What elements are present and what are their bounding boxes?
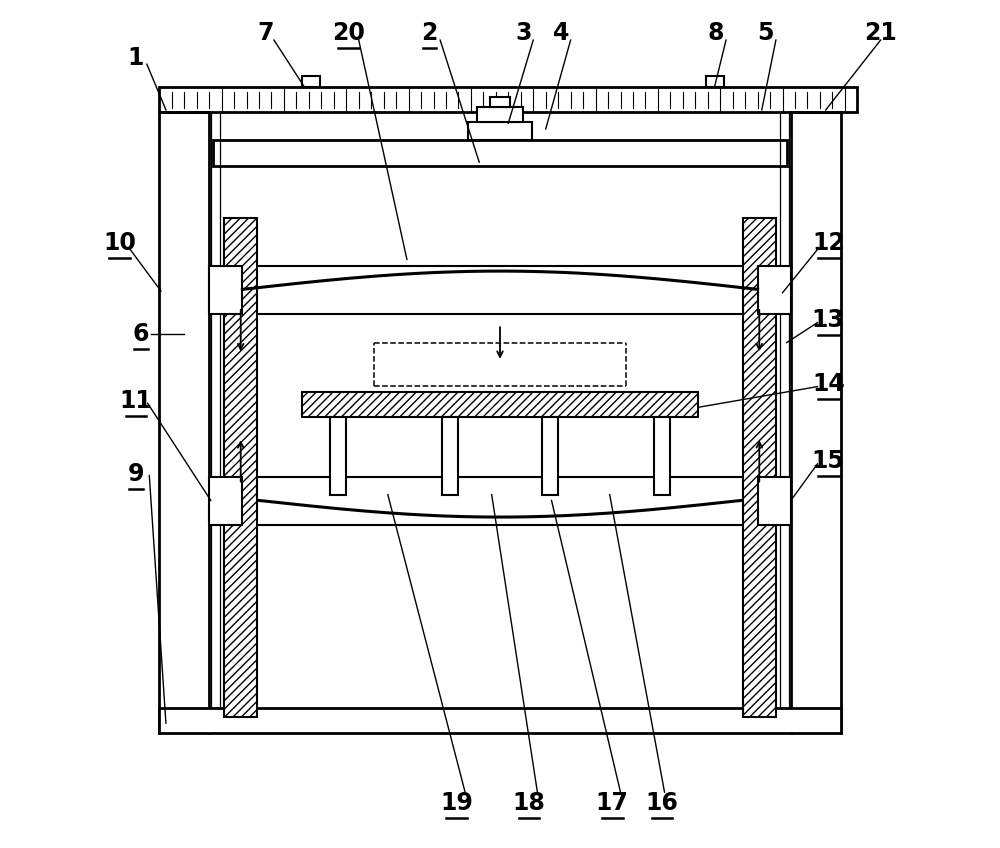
Bar [209, 477, 242, 526]
Text: 21: 21 [864, 21, 897, 46]
Bar [442, 417, 458, 494]
Text: 9: 9 [128, 462, 144, 486]
Text: 11: 11 [120, 388, 152, 413]
Text: 6: 6 [133, 322, 149, 346]
Text: 16: 16 [646, 791, 678, 815]
Text: 2: 2 [421, 21, 438, 46]
Text: 7: 7 [257, 21, 274, 46]
Text: 15: 15 [812, 449, 845, 473]
Bar [159, 87, 857, 113]
Bar [330, 417, 346, 494]
Text: 14: 14 [812, 372, 845, 396]
Text: 17: 17 [596, 791, 629, 815]
Bar [743, 218, 776, 717]
Text: 1: 1 [128, 47, 144, 70]
Bar [477, 107, 523, 121]
Text: 3: 3 [515, 21, 532, 46]
Text: 20: 20 [332, 21, 365, 46]
Bar [209, 266, 242, 315]
Bar [224, 218, 257, 717]
Text: 5: 5 [758, 21, 774, 46]
Text: 8: 8 [708, 21, 724, 46]
Text: 13: 13 [812, 308, 845, 332]
Bar [468, 121, 532, 140]
Text: 12: 12 [812, 231, 845, 255]
Bar [490, 97, 510, 107]
Bar [542, 417, 558, 494]
Text: 18: 18 [513, 791, 546, 815]
Text: 19: 19 [440, 791, 473, 815]
Bar [159, 708, 841, 734]
Bar [654, 417, 670, 494]
Text: 4: 4 [553, 21, 570, 46]
Bar [758, 266, 791, 315]
Bar [213, 140, 787, 166]
Bar [302, 393, 698, 417]
Bar [706, 75, 724, 87]
Text: 10: 10 [103, 231, 136, 255]
Bar [302, 75, 320, 87]
Bar [758, 477, 791, 526]
